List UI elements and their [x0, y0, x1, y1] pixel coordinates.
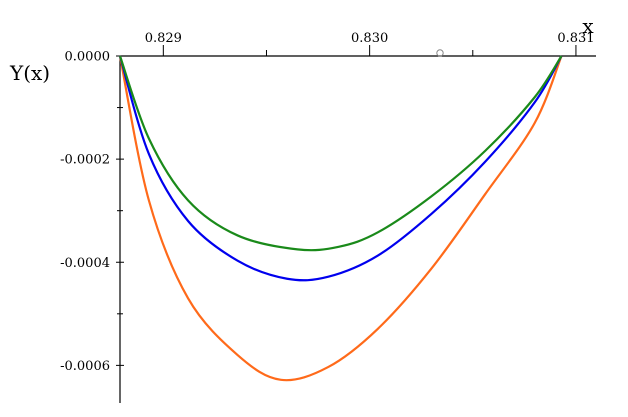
y-tick-label: -0.0006: [60, 359, 110, 374]
x-tick-label: 0.829: [145, 31, 182, 46]
y-tick-label: 0.0000: [65, 50, 111, 65]
y-axis-label: Y(x): [9, 61, 50, 85]
axes: [119, 49, 596, 403]
x-axis-label: x: [582, 14, 594, 38]
x-tick-label: 0.830: [351, 31, 388, 46]
y-tick-label: -0.0004: [60, 256, 110, 271]
series-group: [118, 55, 563, 382]
y-tick-label: -0.0002: [60, 153, 110, 168]
series-line-3: [118, 55, 563, 252]
series-line-2: [118, 55, 563, 282]
ticks-group: 0.829 0.830 0.831 0.0000 -0.0002 -0.0004 -0.00…: [60, 31, 594, 374]
series-line-1: [118, 55, 563, 382]
x-tick-label: 0.831: [557, 31, 594, 46]
origin-marker: [436, 49, 444, 57]
